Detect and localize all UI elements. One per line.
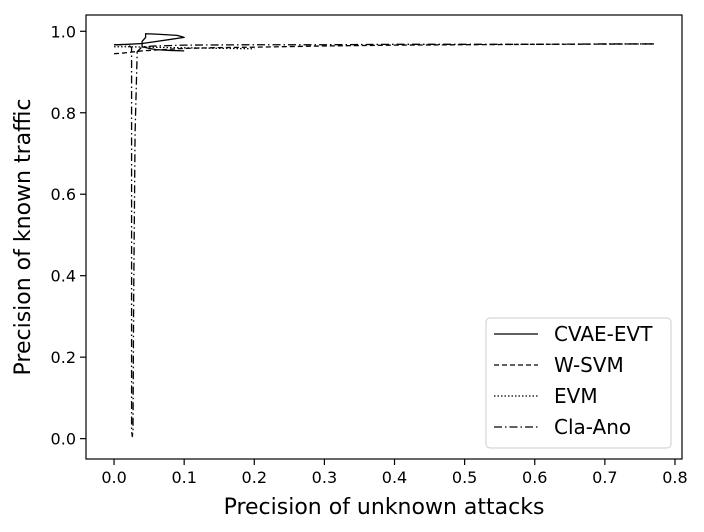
legend: CVAE-EVT W-SVM EVM Cla-Ano: [485, 317, 672, 449]
y-tick-label: 0.6: [51, 185, 76, 204]
legend-label: EVM: [554, 384, 598, 408]
x-tick-label: 0.6: [522, 468, 547, 487]
legend-label: Cla-Ano: [554, 415, 631, 439]
series-line-evm: [114, 46, 255, 50]
y-tick-label: 0.4: [51, 267, 76, 286]
x-tick-label: 0.0: [101, 468, 126, 487]
y-axis-ticks: 0.0 0.2 0.4 0.6 0.8 1.0: [51, 22, 86, 449]
y-tick-label: 0.0: [51, 430, 76, 449]
x-tick-label: 0.8: [662, 468, 687, 487]
x-tick-label: 0.5: [452, 468, 477, 487]
x-axis-title: Precision of unknown attacks: [224, 495, 545, 520]
y-axis-title: Precision of known traffic: [11, 99, 36, 376]
x-axis-ticks: 0.0 0.1 0.2 0.3 0.4 0.5 0.6 0.7 0.8: [101, 459, 688, 487]
y-tick-label: 0.8: [51, 104, 76, 123]
legend-label: CVAE-EVT: [554, 322, 653, 346]
legend-label: W-SVM: [554, 353, 624, 377]
x-tick-label: 0.7: [592, 468, 617, 487]
series-line-cvae-evt: [114, 33, 185, 52]
y-tick-label: 0.2: [51, 348, 76, 367]
x-tick-label: 0.2: [242, 468, 267, 487]
y-tick-label: 1.0: [51, 22, 76, 41]
x-tick-label: 0.4: [382, 468, 407, 487]
series-line-cla-ano: [114, 43, 652, 438]
series-lines: [114, 33, 654, 438]
x-tick-label: 0.3: [312, 468, 337, 487]
series-line-w-svm: [114, 43, 654, 55]
legend-box: [485, 317, 672, 449]
x-tick-label: 0.1: [171, 468, 196, 487]
